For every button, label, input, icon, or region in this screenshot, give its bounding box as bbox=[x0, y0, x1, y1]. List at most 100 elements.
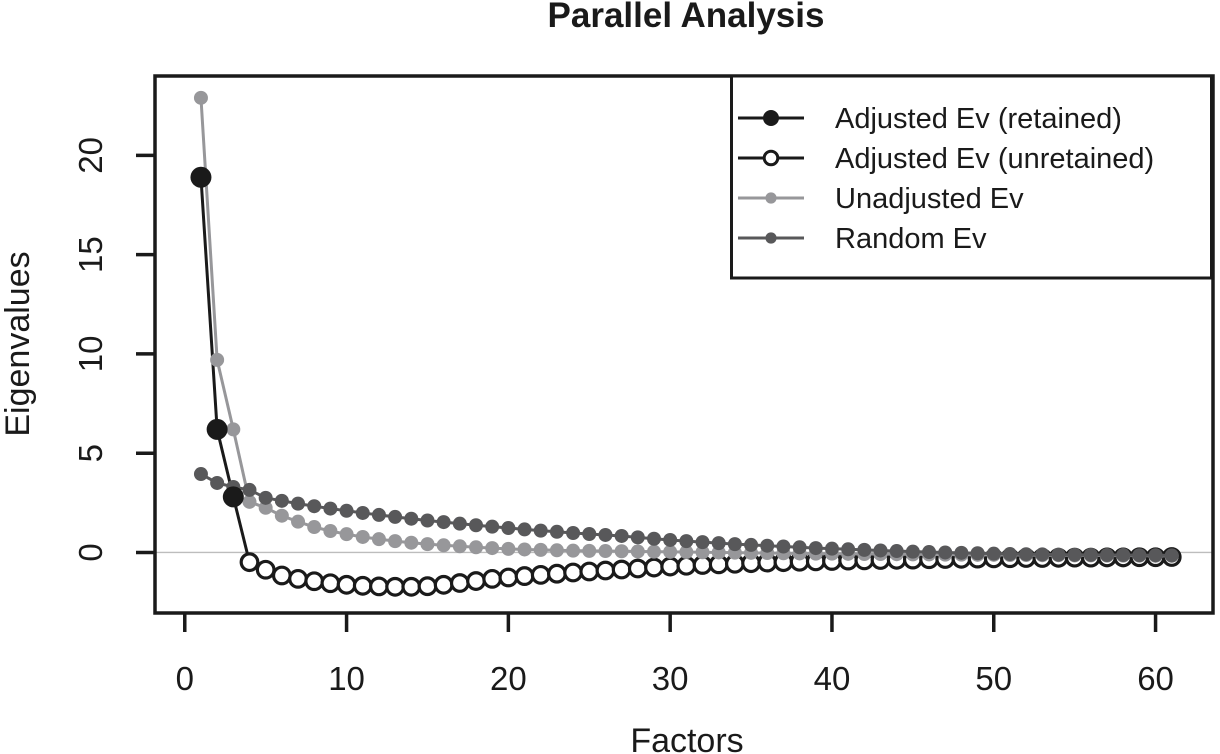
random-ev-point bbox=[744, 537, 759, 552]
adjusted-ev-unretained-point bbox=[385, 576, 406, 597]
random-ev-point bbox=[970, 546, 985, 561]
unadjusted-ev-point bbox=[646, 544, 661, 559]
random-ev-point bbox=[841, 542, 856, 557]
random-ev-point bbox=[420, 513, 435, 528]
random-ev-point bbox=[566, 525, 581, 540]
random-ev-point bbox=[857, 542, 872, 557]
random-ev-point bbox=[905, 544, 920, 559]
dark-gray-filled-circle-icon bbox=[765, 232, 777, 244]
adjusted-ev-unretained-point bbox=[482, 568, 503, 589]
random-ev-point bbox=[824, 541, 839, 556]
unadjusted-ev-point bbox=[388, 534, 403, 549]
adjusted-ev-unretained-point bbox=[255, 559, 276, 580]
adjusted-ev-unretained-point bbox=[530, 564, 551, 585]
adjusted-ev-unretained-point bbox=[498, 567, 519, 588]
legend: Adjusted Ev (retained) Adjusted Ev (unre… bbox=[730, 74, 1213, 280]
unadjusted-ev-point bbox=[533, 542, 548, 557]
legend-label: Random Ev bbox=[835, 223, 987, 255]
random-ev-point bbox=[549, 524, 564, 539]
random-ev-point bbox=[808, 541, 823, 556]
adjusted-ev-unretained-point bbox=[401, 576, 422, 597]
unadjusted-ev-point bbox=[679, 545, 694, 560]
x-axis-tick-label: 20 bbox=[490, 660, 527, 697]
unadjusted-ev-point bbox=[436, 538, 451, 553]
random-ev-point bbox=[274, 493, 289, 508]
unadjusted-ev-point bbox=[274, 508, 289, 523]
adjusted-ev-unretained-point bbox=[352, 575, 373, 596]
random-ev-point bbox=[469, 518, 484, 533]
adjusted-ev-unretained-point bbox=[449, 573, 470, 593]
y-axis-tick-label: 0 bbox=[72, 543, 109, 561]
legend-item-adjusted-retained: Adjusted Ev (retained) bbox=[738, 103, 1122, 135]
random-ev-point bbox=[388, 509, 403, 524]
open-circle-icon bbox=[762, 149, 780, 167]
unadjusted-ev-point bbox=[323, 524, 338, 539]
x-axis-tick-label: 10 bbox=[328, 660, 365, 697]
random-ev-point bbox=[889, 544, 904, 559]
adjusted-ev-retained-point bbox=[222, 486, 244, 508]
unadjusted-ev-point bbox=[242, 494, 257, 509]
unadjusted-ev-point bbox=[355, 529, 370, 544]
adjusted-ev-unretained-point bbox=[288, 568, 308, 589]
series-group bbox=[190, 90, 1182, 597]
adjusted-ev-unretained-point bbox=[579, 561, 600, 582]
adjusted-ev-unretained-point bbox=[563, 562, 583, 583]
random-ev-point bbox=[485, 519, 500, 534]
adjusted-ev-unretained-point bbox=[466, 571, 486, 591]
adjusted-ev-unretained-point bbox=[611, 559, 632, 580]
unadjusted-ev-point bbox=[404, 535, 419, 550]
random-ev-point bbox=[404, 511, 419, 526]
random-ev-point bbox=[792, 540, 807, 555]
random-ev-point bbox=[339, 503, 354, 518]
y-axis-tick-label: 10 bbox=[72, 336, 109, 373]
random-ev-point bbox=[679, 534, 694, 549]
random-ev-point bbox=[501, 521, 516, 536]
random-ev-point bbox=[1019, 547, 1034, 562]
adjusted-ev-retained-point bbox=[206, 418, 228, 440]
adjusted-ev-unretained-point bbox=[336, 574, 357, 595]
random-ev-point bbox=[242, 482, 257, 497]
random-ev-point bbox=[614, 528, 629, 543]
adjusted-ev-retained-point bbox=[190, 166, 212, 188]
unadjusted-ev-point bbox=[371, 532, 386, 547]
y-axis-tick-label: 5 bbox=[72, 444, 109, 462]
random-ev-point bbox=[436, 515, 451, 530]
random-ev-point bbox=[727, 537, 742, 552]
random-ev-point bbox=[210, 475, 225, 490]
legend-box bbox=[730, 74, 1213, 280]
adjusted-ev-unretained-point bbox=[433, 574, 454, 595]
random-ev-point bbox=[646, 531, 661, 546]
random-ev-point bbox=[954, 545, 969, 560]
legend-label: Unadjusted Ev bbox=[835, 183, 1024, 215]
random-ev-point bbox=[711, 536, 726, 551]
random-ev-point bbox=[663, 532, 678, 547]
random-ev-point bbox=[533, 523, 548, 538]
random-ev-point bbox=[307, 499, 322, 514]
random-ev-point bbox=[1116, 548, 1131, 563]
x-axis-title: Factors bbox=[630, 722, 743, 754]
random-ev-point bbox=[938, 545, 953, 560]
random-ev-point bbox=[371, 507, 386, 522]
legend-item-unadjusted: Unadjusted Ev bbox=[738, 183, 1024, 215]
random-ev-point bbox=[922, 545, 937, 560]
adjusted-ev-unretained-point bbox=[595, 560, 616, 581]
random-ev-point bbox=[986, 546, 1001, 561]
random-ev-point bbox=[1083, 547, 1098, 562]
filled-circle-icon bbox=[763, 110, 779, 126]
unadjusted-ev-point bbox=[291, 514, 306, 529]
gray-filled-circle-icon bbox=[765, 192, 777, 204]
random-ev-point bbox=[258, 490, 273, 505]
x-axis-tick-label: 0 bbox=[176, 660, 194, 697]
random-ev-point bbox=[1067, 547, 1082, 562]
unadjusted-ev-point bbox=[614, 544, 629, 559]
random-ev-point bbox=[776, 539, 791, 554]
x-axis-tick-label: 40 bbox=[814, 660, 851, 697]
random-ev-point bbox=[1100, 548, 1115, 563]
adjusted-ev-unretained-point bbox=[644, 557, 664, 578]
random-ev-point bbox=[323, 501, 338, 516]
adjusted-ev-unretained-point bbox=[369, 576, 389, 597]
legend-item-random: Random Ev bbox=[738, 223, 987, 255]
random-ev-point bbox=[291, 496, 306, 511]
